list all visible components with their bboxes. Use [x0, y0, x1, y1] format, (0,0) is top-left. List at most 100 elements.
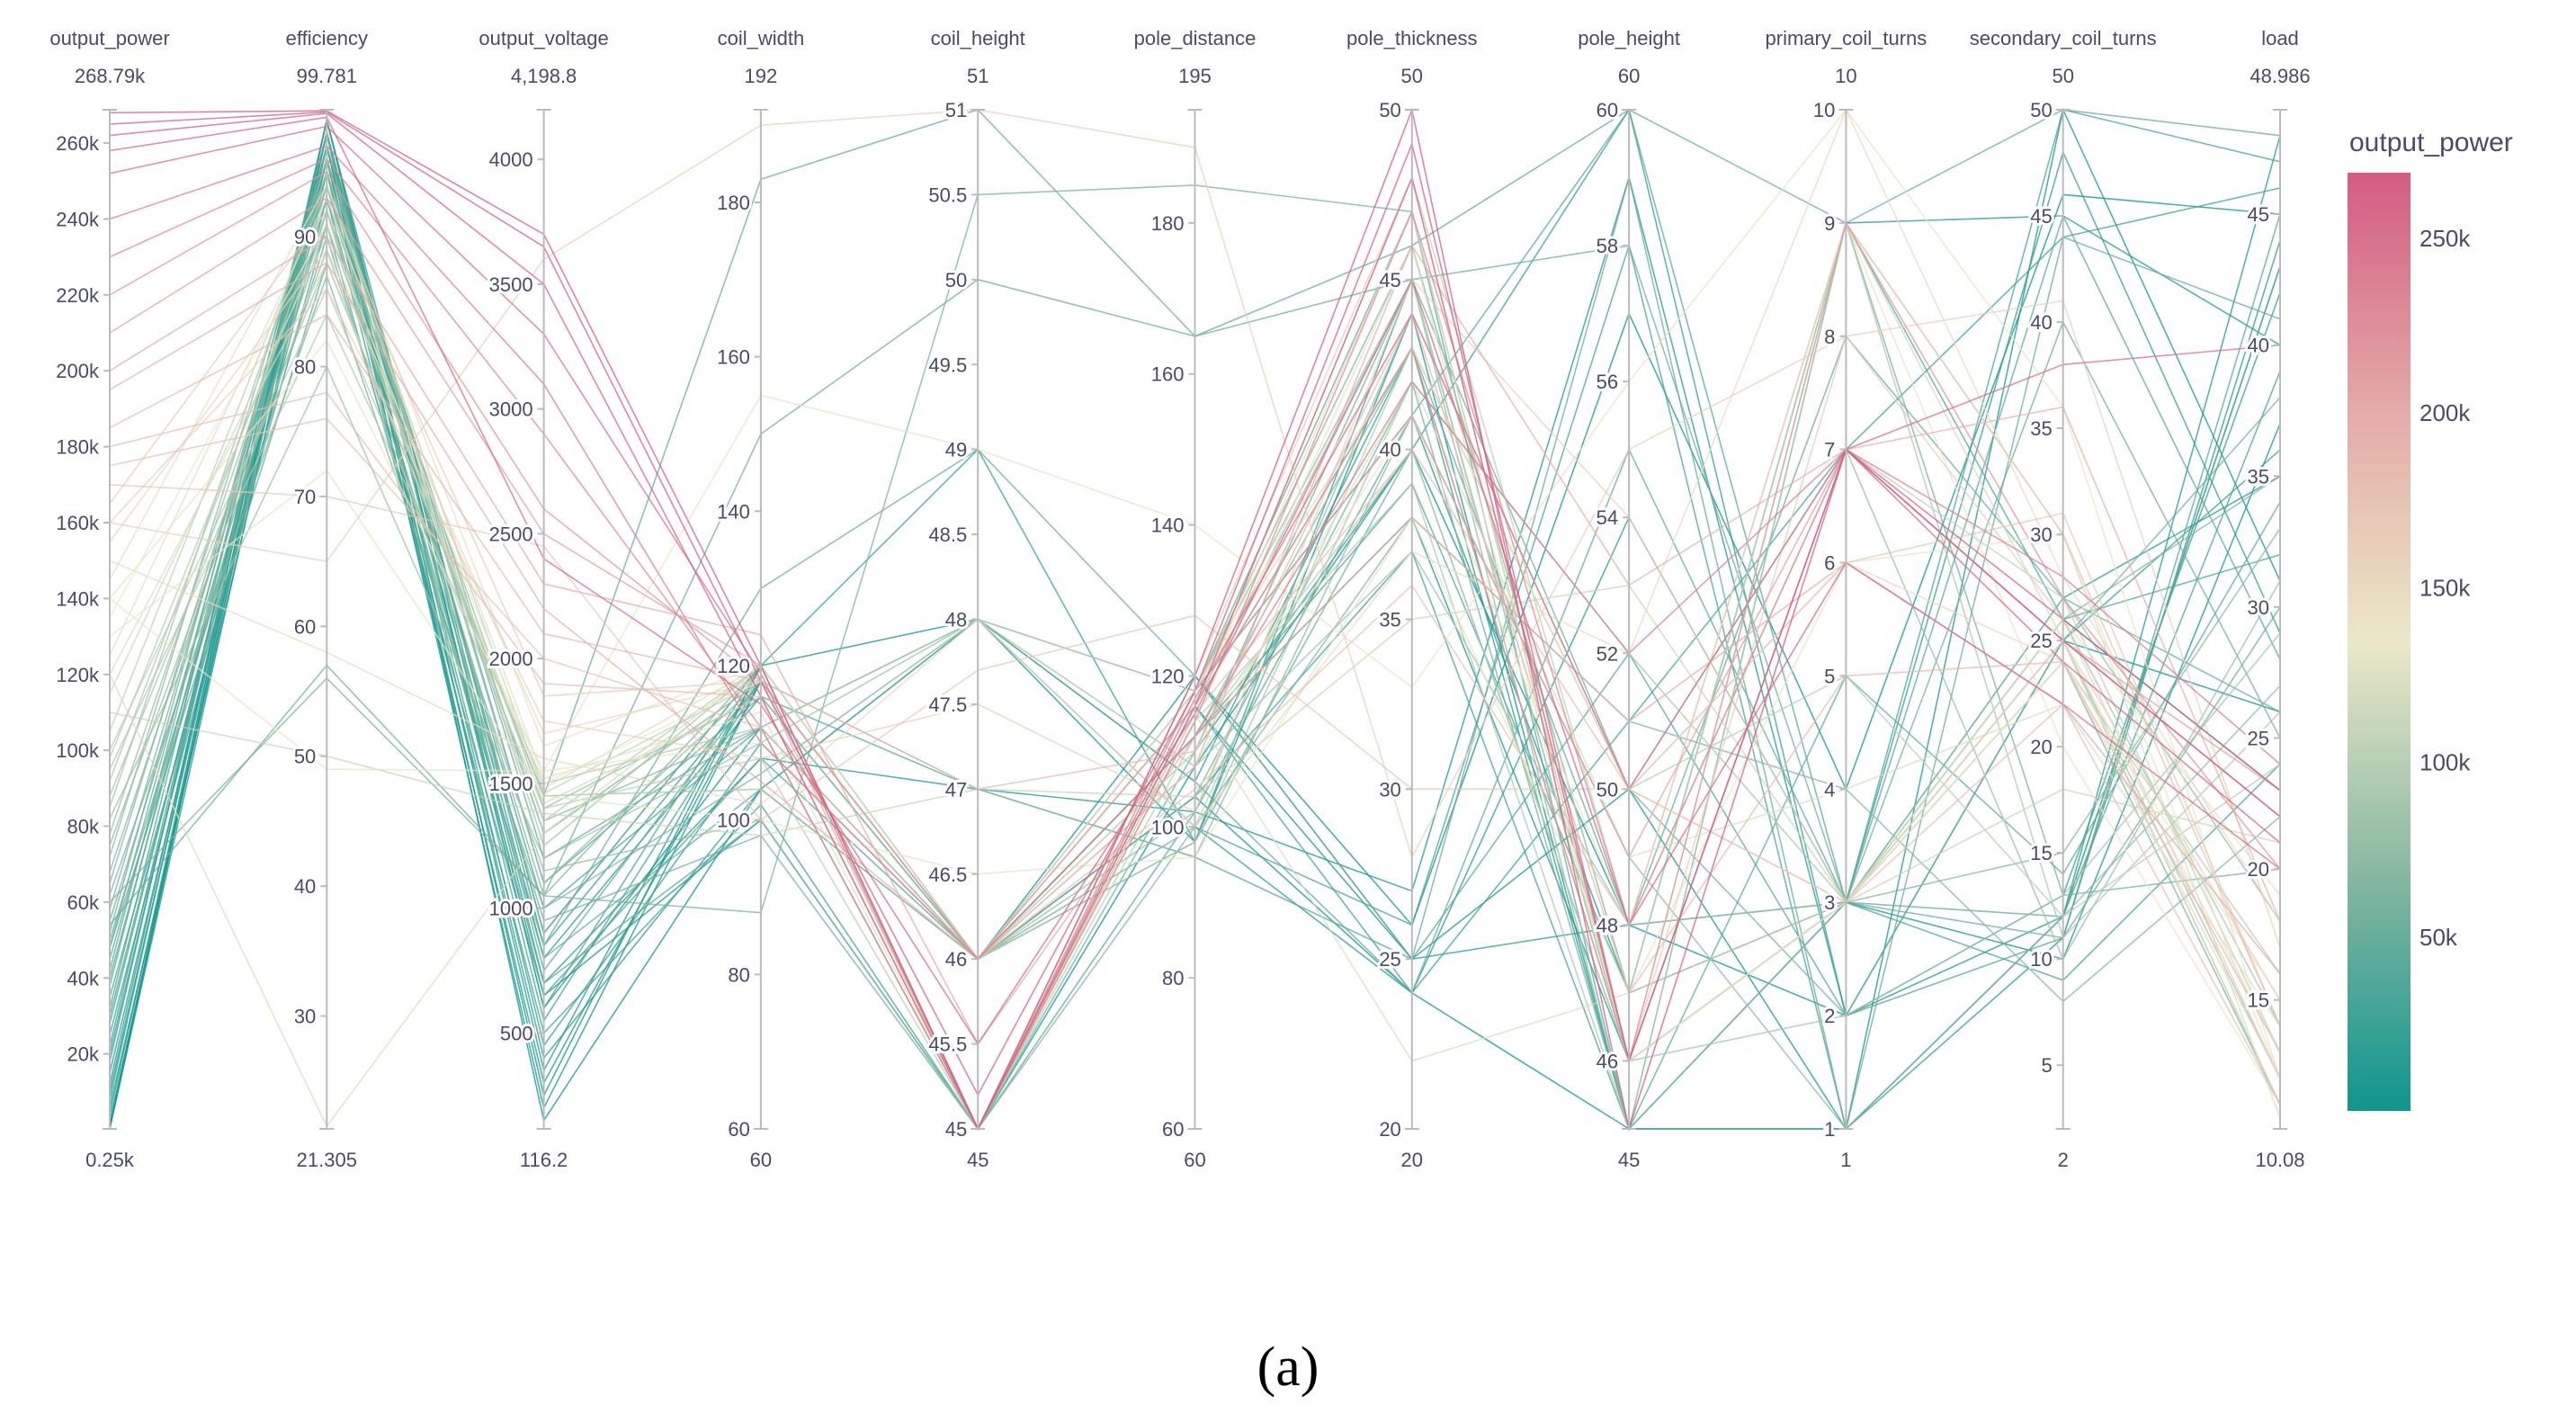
colorbar-tick-label: 200k [2419, 399, 2471, 426]
tick-label: 52 [1597, 642, 1618, 665]
tick-label: 220k [56, 284, 100, 307]
tick-label: 140 [717, 500, 750, 523]
tick-label: 5 [1824, 665, 1835, 687]
axis-efficiency[interactable]: efficiency 99.781 21.305 30 40 50 60 70 80 90 [286, 27, 368, 1171]
figure-caption: (a) [1257, 1337, 1319, 1398]
tick-label: 46 [945, 948, 967, 971]
tick-label: 50 [1597, 778, 1618, 801]
tick-label: 60k [67, 891, 100, 914]
tick-label: 49 [945, 439, 967, 461]
tick-label: 30 [1379, 778, 1400, 801]
tick-label: 4000 [489, 148, 533, 171]
axis-title: pole_thickness [1346, 27, 1478, 49]
tick-label: 54 [1597, 506, 1618, 529]
colorbar-title: output_power [2349, 128, 2513, 157]
axis-load[interactable]: load 48.986 10.08 15 20 25 30 35 40 45 [2245, 27, 2311, 1171]
axis-min-label: 20 [1401, 1149, 1423, 1171]
tick-label: 4 [1824, 778, 1835, 801]
tick-label: 140k [56, 587, 100, 610]
axis-min-label: 45 [967, 1149, 988, 1171]
axis-min-label: 2 [2058, 1149, 2069, 1171]
tick-label: 60 [1162, 1118, 1184, 1141]
tick-label: 50 [2030, 99, 2052, 121]
colorbar-tick-label: 150k [2419, 574, 2471, 601]
tick-label: 46.5 [928, 864, 967, 886]
tick-label: 20 [1379, 1118, 1400, 1141]
tick-label: 180k [56, 436, 100, 459]
axis-max-label: 10 [1835, 65, 1856, 87]
colorbar: output_power 50k 100k 150k 200k 250k [2348, 128, 2513, 1111]
tick-label: 260k [56, 132, 100, 155]
tick-label: 80 [728, 963, 749, 986]
axis-min-label: 1 [1840, 1149, 1851, 1171]
tick-label: 48 [945, 609, 967, 631]
colorbar-tick-label: 50k [2419, 924, 2458, 951]
tick-label: 56 [1597, 371, 1618, 393]
tick-label: 240k [56, 208, 100, 230]
axis-min-label: 10.08 [2255, 1149, 2304, 1171]
tick-label: 45 [2248, 203, 2269, 226]
tick-label: 160k [56, 512, 100, 534]
tick-label: 48 [1597, 914, 1618, 936]
tick-label: 9 [1824, 212, 1835, 235]
axis-max-label: 4,198.8 [511, 65, 577, 87]
axis-min-label: 0.25k [85, 1149, 135, 1171]
colorbar-tick-label: 100k [2419, 749, 2471, 776]
tick-label: 3500 [489, 273, 533, 296]
tick-label: 20 [2030, 736, 2052, 758]
axis-secondary_coil_turns[interactable]: secondary_coil_turns50251015202530354045… [1970, 27, 2157, 1171]
tick-label: 48.5 [928, 524, 967, 546]
tick-label: 40 [1379, 439, 1400, 461]
axis-output_voltage[interactable]: output_voltage 4,198.8 116.2 500 1000 1500 200… [479, 27, 608, 1171]
tick-label: 40k [67, 967, 100, 989]
axis-output_power[interactable]: output_power 268.79k 0.25k 20k 40k 60k 80k 100k… [49, 27, 169, 1171]
tick-label: 50 [294, 746, 316, 768]
tick-label: 90 [294, 226, 316, 248]
tick-label: 2000 [489, 648, 533, 670]
axis-title: efficiency [286, 27, 368, 49]
tick-label: 40 [2248, 335, 2269, 357]
tick-label: 10 [2030, 948, 2052, 971]
axis-primary_coil_turns[interactable]: primary_coil_turns 10 11 2 3 4 5 6 7 8 9 10 [1766, 27, 1928, 1171]
axis-pole_height[interactable]: pole_height 60 45 46 48 50 52 54 56 58 60 [1578, 27, 1680, 1171]
axis-max-label: 268.79k [75, 65, 146, 87]
axis-max-label: 51 [967, 65, 988, 87]
tick-label: 6 [1824, 552, 1835, 575]
tick-label: 60 [1597, 99, 1618, 121]
tick-label: 60 [728, 1118, 749, 1141]
axis-title: output_power [49, 27, 169, 49]
tick-label: 60 [294, 615, 316, 638]
tick-label: 45 [2030, 205, 2052, 228]
tick-label: 140 [1151, 515, 1185, 537]
axis-title: output_voltage [479, 27, 608, 49]
tick-label: 15 [2030, 842, 2052, 864]
axis-min-label: 116.2 [520, 1149, 568, 1171]
tick-label: 20k [67, 1043, 100, 1066]
tick-label: 2 [1824, 1005, 1835, 1027]
tick-label: 80 [1162, 967, 1184, 989]
axis-title: primary_coil_turns [1766, 27, 1928, 49]
tick-label: 80 [294, 356, 316, 379]
tick-label: 30 [294, 1005, 316, 1027]
tick-label: 160 [1151, 363, 1185, 386]
tick-label: 50 [1379, 99, 1400, 121]
axis-min-label: 60 [750, 1149, 772, 1171]
tick-label: 35 [2030, 417, 2052, 440]
tick-label: 45 [1379, 269, 1400, 291]
axis-max-label: 48.986 [2250, 65, 2310, 87]
tick-label: 2500 [489, 523, 533, 545]
tick-label: 51 [945, 99, 967, 121]
tick-label: 15 [2248, 989, 2269, 1012]
axis-title: secondary_coil_turns [1970, 27, 2157, 49]
axis-max-label: 99.781 [297, 65, 357, 87]
tick-label: 5 [2041, 1054, 2052, 1077]
tick-label: 180 [1151, 212, 1185, 235]
tick-label: 120k [56, 664, 100, 686]
tick-label: 20 [2248, 858, 2269, 881]
axis-min-label: 60 [1184, 1149, 1205, 1171]
tick-label: 100k [56, 739, 100, 762]
